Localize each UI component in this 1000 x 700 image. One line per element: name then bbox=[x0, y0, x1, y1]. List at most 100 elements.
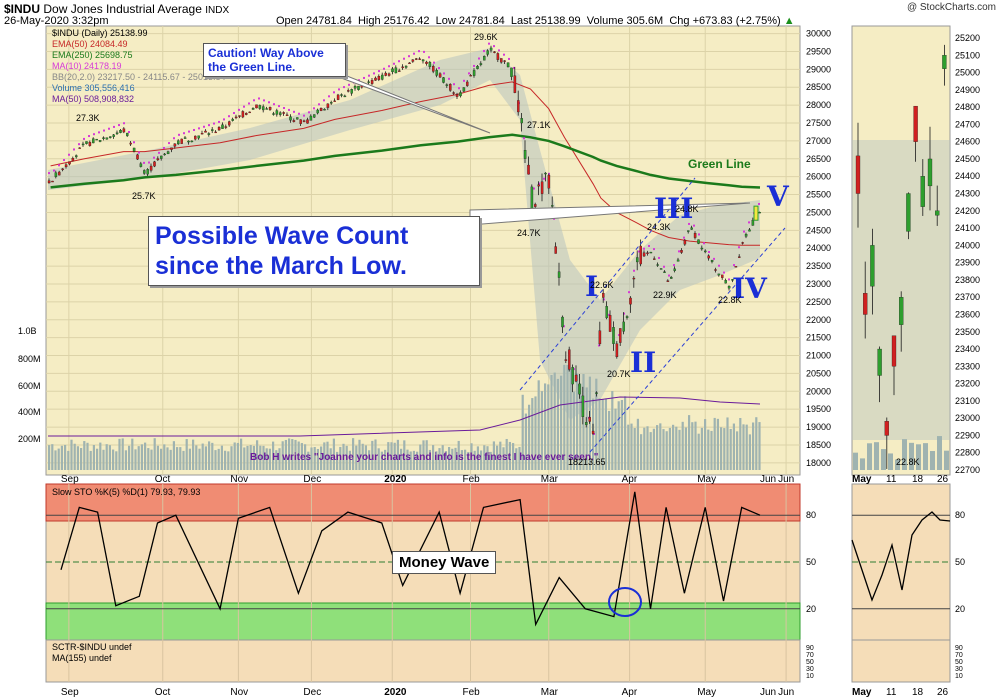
mini-price-tick-label: 23300 bbox=[955, 361, 980, 371]
volume-bar bbox=[739, 418, 742, 470]
volume-bar bbox=[300, 443, 303, 470]
candle-body bbox=[676, 259, 680, 262]
candle-body bbox=[350, 89, 353, 94]
legend-entry: $INDU (Daily) 25138.99 bbox=[52, 28, 148, 38]
ma10-dot bbox=[323, 99, 325, 102]
volume-bar bbox=[371, 440, 374, 470]
legend-entry: EMA(250) 25698.75 bbox=[52, 50, 133, 60]
volume-bar bbox=[54, 450, 57, 470]
volume-bar bbox=[556, 378, 559, 470]
volume-bar bbox=[176, 447, 179, 470]
candle-body bbox=[415, 58, 418, 60]
volume-bar bbox=[560, 375, 563, 470]
candle-body bbox=[394, 67, 398, 74]
ma10-dot bbox=[658, 256, 660, 259]
ma10-dot bbox=[253, 99, 255, 102]
ma10-dot bbox=[118, 124, 120, 127]
ma10-dot bbox=[243, 105, 245, 108]
volume-bar bbox=[742, 424, 745, 470]
ma10-dot bbox=[78, 143, 80, 146]
volume-bar bbox=[284, 439, 287, 470]
volume-bar bbox=[540, 391, 543, 470]
ma10-dot bbox=[313, 107, 315, 110]
month-tick-label: May bbox=[697, 474, 716, 485]
candle-body bbox=[316, 109, 319, 114]
candle-body bbox=[262, 106, 265, 111]
volume-bar bbox=[636, 418, 639, 470]
candle-body bbox=[636, 257, 639, 263]
ma10-dot bbox=[228, 115, 230, 118]
volume-bar bbox=[364, 445, 367, 470]
mini-month-label: 11 bbox=[886, 687, 897, 698]
candle-body bbox=[466, 81, 469, 86]
point-label: 24.8K bbox=[675, 204, 699, 214]
candle-body bbox=[347, 90, 350, 92]
ma10-dot bbox=[403, 57, 405, 60]
ema250-line bbox=[50, 133, 761, 189]
candle-body bbox=[200, 133, 204, 135]
candle-body bbox=[255, 104, 258, 109]
candle-body bbox=[727, 285, 731, 289]
candle-body bbox=[656, 264, 659, 266]
ma10-dot bbox=[158, 151, 160, 154]
ma10-dot bbox=[693, 224, 695, 227]
volume-bar bbox=[48, 445, 51, 470]
ma10-dot bbox=[258, 97, 260, 100]
ma10-dot bbox=[678, 250, 680, 253]
volume-bar bbox=[694, 421, 697, 470]
candle-body bbox=[442, 77, 445, 83]
ma10-dot bbox=[153, 156, 155, 159]
volume-bar bbox=[406, 449, 409, 470]
candle-body bbox=[411, 59, 415, 62]
ma10-dot bbox=[203, 125, 205, 128]
candle-body bbox=[146, 169, 149, 175]
ma10-dot bbox=[63, 159, 65, 162]
volume-bar bbox=[188, 448, 191, 470]
ma10-dot bbox=[543, 177, 545, 180]
mini-price-tick-label: 23500 bbox=[955, 327, 980, 337]
candle-body bbox=[292, 120, 296, 122]
ma10-dot bbox=[138, 151, 140, 154]
candle-body bbox=[187, 140, 190, 143]
candle-body bbox=[462, 87, 466, 92]
ma10-dot bbox=[483, 50, 485, 53]
green-line-label: Green Line bbox=[688, 157, 751, 171]
month-tick-label: Apr bbox=[622, 687, 638, 698]
price-tick-label: 21000 bbox=[806, 351, 831, 361]
price-tick-label: 19500 bbox=[806, 404, 831, 414]
volume-bar bbox=[460, 450, 463, 470]
candle-body bbox=[401, 66, 404, 69]
ma10-dot bbox=[318, 103, 320, 106]
candle-body bbox=[513, 75, 517, 93]
point-label: 24.3K bbox=[647, 222, 671, 232]
volume-bar bbox=[374, 439, 377, 470]
candle-body bbox=[160, 155, 163, 159]
testimonial: Bob H writes "Joanne your charts and inf… bbox=[250, 452, 599, 463]
bollinger-band bbox=[48, 48, 760, 420]
mini-sctr-tick-label: 70 bbox=[955, 652, 963, 659]
ma10-dot bbox=[668, 274, 670, 277]
volume-bar bbox=[278, 448, 281, 470]
candle-body bbox=[51, 180, 54, 183]
volume-bar bbox=[137, 446, 140, 470]
candle-body bbox=[387, 73, 391, 76]
mini-sctr-tick-label: 50 bbox=[955, 659, 963, 666]
quote-last: Last 25138.99 bbox=[510, 15, 581, 27]
month-tick-label: Oct bbox=[155, 687, 171, 698]
candle-body bbox=[153, 161, 156, 167]
ma10-dot bbox=[308, 111, 310, 114]
ma10-dot bbox=[173, 137, 175, 140]
candle-body bbox=[285, 114, 289, 117]
volume-bar bbox=[723, 428, 726, 470]
volume-tick-label: 200M bbox=[18, 434, 41, 444]
ma10-dot bbox=[238, 108, 240, 111]
volume-bar bbox=[128, 445, 131, 470]
month-tick-label: Feb bbox=[463, 474, 481, 485]
candle-body bbox=[418, 58, 421, 60]
candle-body bbox=[588, 417, 591, 422]
volume-bar bbox=[192, 439, 195, 470]
volume-bar bbox=[160, 448, 163, 470]
volume-bar bbox=[665, 431, 668, 470]
volume-bar bbox=[220, 445, 223, 470]
sctr-tick-label: 30 bbox=[806, 666, 814, 673]
